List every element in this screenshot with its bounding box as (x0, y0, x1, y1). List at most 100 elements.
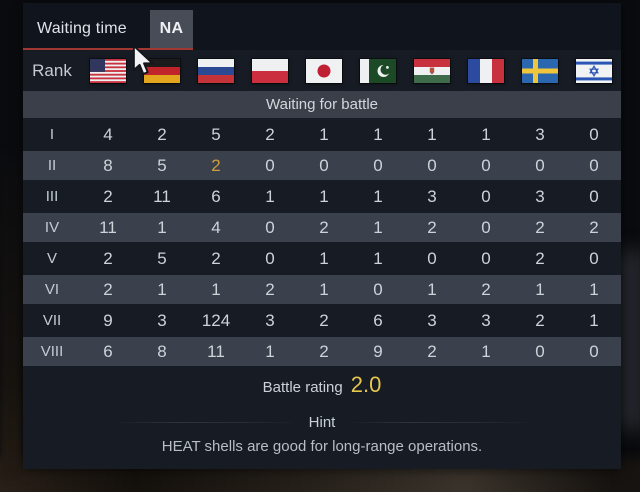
value-cell: 0 (589, 186, 599, 206)
value-cell: 2 (265, 124, 275, 144)
tab-waiting-time[interactable]: Waiting time (37, 20, 127, 37)
value-cell: 3 (481, 310, 491, 330)
table-row-rank-VI: VI 2 1 1 2 1 0 1 2 1 1 (23, 275, 621, 304)
tab-na[interactable]: NA (150, 10, 193, 48)
value-cell: 1 (589, 310, 599, 330)
table-row-rank-VIII: VIII 6 8 11 1 2 9 2 1 0 0 (23, 337, 621, 366)
value-cell: 2 (319, 217, 329, 237)
value-cell: 2 (265, 279, 275, 299)
value-cell: 4 (103, 124, 113, 144)
nation-header-row: Rank (23, 50, 621, 91)
value-cell: 1 (589, 279, 599, 299)
value-cell: 2 (103, 248, 113, 268)
table-row-rank-I: I 4 2 5 2 1 1 1 1 3 0 (23, 120, 621, 149)
value-cell: 2 (211, 155, 221, 175)
divider-line-left (117, 421, 293, 423)
value-cell: 0 (589, 124, 599, 144)
value-cell: 9 (103, 310, 113, 330)
nation-flags (81, 58, 621, 83)
value-cell: 4 (211, 217, 221, 237)
rank-cell: II (47, 157, 57, 174)
value-cell: 2 (157, 124, 167, 144)
value-cell: 1 (481, 124, 491, 144)
value-cell: 1 (157, 279, 167, 299)
table-row-rank-VII: VII 9 3 124 3 2 6 3 3 2 1 (23, 306, 621, 335)
value-cell: 2 (535, 248, 545, 268)
poland-flag (243, 58, 297, 83)
rank-cell: I (49, 126, 55, 143)
table-title: Waiting for battle (23, 91, 621, 118)
rank-cell: VII (42, 312, 62, 329)
value-cell: 3 (157, 310, 167, 330)
table-row-rank-IV: IV 11 1 4 0 2 1 2 0 2 2 (23, 213, 621, 242)
value-cell: 0 (481, 217, 491, 237)
value-cell: 1 (319, 279, 329, 299)
value-cell: 11 (207, 341, 225, 361)
hint-text: HEAT shells are good for long-range oper… (161, 438, 483, 455)
background-scene-left (0, 150, 23, 480)
germany-flag (135, 58, 189, 83)
battle-rating-label: Battle rating (262, 379, 343, 396)
value-cell: 1 (427, 124, 437, 144)
value-cell: 2 (535, 217, 545, 237)
hint-title: Hint (23, 412, 621, 432)
value-cell: 3 (265, 310, 275, 330)
value-cell: 2 (481, 279, 491, 299)
table-row-rank-V: V 2 5 2 0 1 1 0 0 2 0 (23, 244, 621, 273)
tab-underline (23, 48, 193, 50)
value-cell: 3 (427, 310, 437, 330)
value-cell: 1 (373, 217, 383, 237)
value-cell: 2 (319, 310, 329, 330)
value-cell: 0 (481, 186, 491, 206)
value-cell: 3 (535, 124, 545, 144)
battle-rating: Battle rating 2.0 (23, 371, 621, 398)
value-cell: 0 (427, 155, 437, 175)
divider-line-right (351, 421, 527, 423)
value-cell: 1 (211, 279, 221, 299)
value-cell: 0 (265, 217, 275, 237)
value-cell: 1 (265, 186, 275, 206)
value-cell: 5 (211, 124, 221, 144)
value-cell: 0 (589, 341, 599, 361)
france-flag (459, 58, 513, 83)
rank-column-label: Rank (32, 60, 72, 80)
value-cell: 1 (319, 124, 329, 144)
table-body: I 4 2 5 2 1 1 1 1 3 0 II 8 5 2 0 0 0 0 0 0 0 III 2 11 6 1 1 1 3 0 3 0 IV 1… (23, 120, 621, 366)
value-cell: 5 (157, 155, 167, 175)
value-cell: 2 (211, 248, 221, 268)
value-cell: 11 (99, 217, 117, 237)
value-cell: 2 (103, 279, 113, 299)
value-cell: 1 (157, 217, 167, 237)
usa-flag (81, 58, 135, 83)
value-cell: 0 (589, 248, 599, 268)
value-cell: 0 (535, 155, 545, 175)
value-cell: 0 (427, 248, 437, 268)
value-cell: 0 (265, 248, 275, 268)
value-cell: 1 (373, 124, 383, 144)
value-cell: 0 (373, 155, 383, 175)
value-cell: 0 (265, 155, 275, 175)
hungary-flag (405, 58, 459, 83)
value-cell: 124 (201, 310, 231, 330)
value-cell: 2 (319, 341, 329, 361)
value-cell: 1 (373, 186, 383, 206)
value-cell: 0 (481, 248, 491, 268)
value-cell: 3 (535, 186, 545, 206)
value-cell: 2 (589, 217, 599, 237)
value-cell: 11 (153, 186, 171, 206)
value-cell: 1 (319, 248, 329, 268)
waiting-time-panel: Waiting time NA Rank Waiting for battle … (23, 3, 621, 469)
table-row-rank-III: III 2 11 6 1 1 1 3 0 3 0 (23, 182, 621, 211)
value-cell: 2 (535, 310, 545, 330)
tab-bar: Waiting time NA (23, 3, 621, 50)
value-cell: 1 (481, 341, 491, 361)
value-cell: 8 (103, 155, 113, 175)
value-cell: 2 (427, 217, 437, 237)
israel-flag (567, 58, 621, 83)
rank-cell: V (46, 250, 57, 267)
value-cell: 0 (319, 155, 329, 175)
value-cell: 0 (481, 155, 491, 175)
rank-cell: VIII (40, 343, 64, 360)
value-cell: 1 (265, 341, 275, 361)
